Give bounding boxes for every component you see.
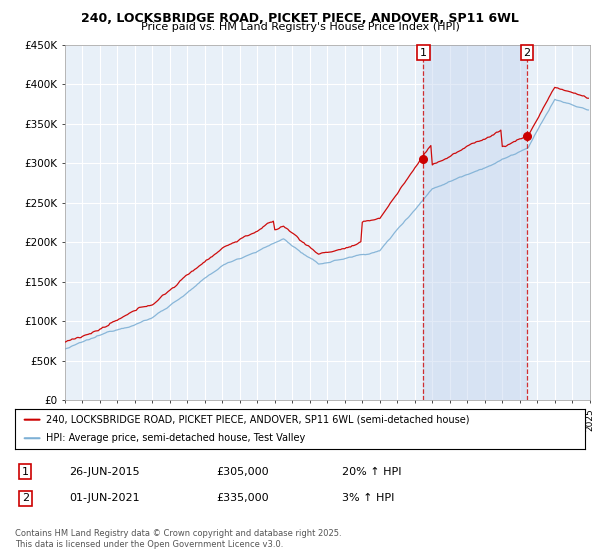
Text: 20% ↑ HPI: 20% ↑ HPI: [342, 466, 401, 477]
Bar: [424, 45, 527, 400]
Text: £305,000: £305,000: [216, 466, 269, 477]
Text: 240, LOCKSBRIDGE ROAD, PICKET PIECE, ANDOVER, SP11 6WL: 240, LOCKSBRIDGE ROAD, PICKET PIECE, AND…: [81, 12, 519, 25]
Text: 1: 1: [420, 48, 427, 58]
Text: 2: 2: [22, 493, 29, 503]
Text: 240, LOCKSBRIDGE ROAD, PICKET PIECE, ANDOVER, SP11 6WL (semi-detached house): 240, LOCKSBRIDGE ROAD, PICKET PIECE, AND…: [46, 415, 470, 424]
Text: £335,000: £335,000: [216, 493, 269, 503]
Text: 3% ↑ HPI: 3% ↑ HPI: [342, 493, 394, 503]
Text: 01-JUN-2021: 01-JUN-2021: [69, 493, 140, 503]
Text: Contains HM Land Registry data © Crown copyright and database right 2025.
This d: Contains HM Land Registry data © Crown c…: [15, 529, 341, 549]
Text: Price paid vs. HM Land Registry's House Price Index (HPI): Price paid vs. HM Land Registry's House …: [140, 22, 460, 32]
Text: 26-JUN-2015: 26-JUN-2015: [69, 466, 140, 477]
Text: 1: 1: [22, 466, 29, 477]
Text: 2: 2: [524, 48, 531, 58]
Text: HPI: Average price, semi-detached house, Test Valley: HPI: Average price, semi-detached house,…: [46, 433, 305, 443]
